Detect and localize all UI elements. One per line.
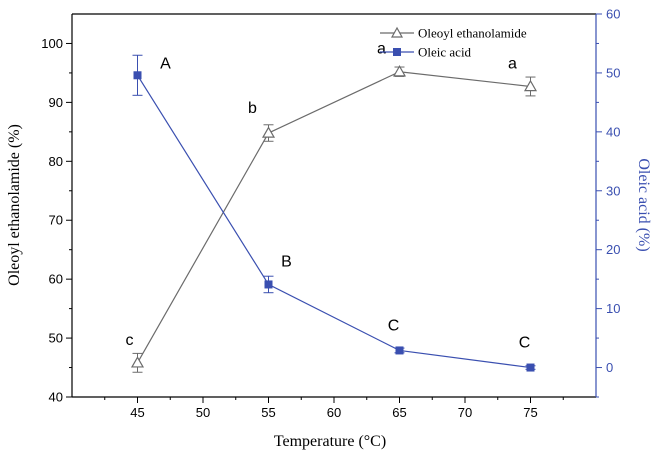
- legend: Oleoyl ethanolamide Oleic acid: [380, 26, 527, 60]
- right-tick-label: 20: [606, 242, 620, 257]
- x-axis-label: Temperature (°C): [274, 433, 386, 450]
- significance-label: c: [126, 332, 134, 349]
- left-tick-label: 100: [41, 36, 63, 51]
- data-point: [392, 65, 407, 77]
- data-point: [130, 356, 145, 368]
- legend-label: Oleoyl ethanolamide: [418, 26, 527, 41]
- significance-label: a: [508, 55, 517, 72]
- legend-item: Oleoyl ethanolamide: [380, 26, 527, 41]
- legend-marker: [390, 26, 404, 38]
- x-tick-label: 45: [130, 405, 144, 420]
- data-point: [526, 363, 535, 372]
- series-line: [136, 71, 531, 364]
- x-tick-label: 65: [392, 405, 406, 420]
- significance-label: A: [160, 55, 171, 72]
- right-tick-label: 50: [606, 65, 620, 80]
- x-tick-label: 75: [523, 405, 537, 420]
- data-point: [395, 346, 404, 355]
- left-axis-label: Oleoyl ethanolamide (%): [6, 124, 23, 286]
- significance-label: B: [281, 253, 292, 270]
- plot-frame: [71, 13, 597, 398]
- data-point: [261, 126, 276, 138]
- left-axis-ticks: 40 50 60 70 80 90 100: [41, 36, 72, 405]
- right-axis-ticks: 0 10 20 30 40 50 60: [596, 7, 620, 398]
- left-tick-label: 50: [49, 331, 63, 346]
- series-oleic-acid: A B C C: [132, 54, 536, 372]
- right-tick-label: 0: [606, 360, 613, 375]
- significance-label: C: [388, 317, 400, 334]
- data-point: [264, 280, 273, 289]
- series-line: [136, 74, 531, 369]
- left-tick-label: 70: [49, 213, 63, 228]
- x-axis-ticks: 45 50 55 60 65 70 75: [104, 397, 564, 420]
- left-tick-label: 80: [49, 154, 63, 169]
- x-tick-label: 60: [327, 405, 341, 420]
- left-tick-label: 60: [49, 272, 63, 287]
- right-tick-label: 60: [606, 7, 620, 22]
- data-point: [523, 79, 538, 92]
- left-tick-label: 90: [49, 95, 63, 110]
- data-point: [133, 71, 142, 80]
- left-tick-label: 40: [49, 390, 63, 405]
- legend-label: Oleic acid: [418, 45, 472, 60]
- right-tick-label: 40: [606, 124, 620, 139]
- right-tick-label: 10: [606, 301, 620, 316]
- right-tick-label: 30: [606, 183, 620, 198]
- significance-label: b: [248, 100, 257, 117]
- series-layer: c b a a A B C C: [126, 41, 538, 373]
- series-oleoyl-ethanolamide: c b a a: [126, 41, 538, 373]
- x-tick-label: 50: [196, 405, 210, 420]
- legend-item: Oleic acid: [380, 45, 472, 60]
- significance-label: C: [519, 335, 531, 352]
- significance-label: a: [377, 41, 386, 58]
- x-tick-label: 70: [458, 405, 472, 420]
- right-axis-label: Oleic acid (%): [635, 158, 652, 251]
- legend-marker: [393, 48, 401, 56]
- x-tick-label: 55: [261, 405, 275, 420]
